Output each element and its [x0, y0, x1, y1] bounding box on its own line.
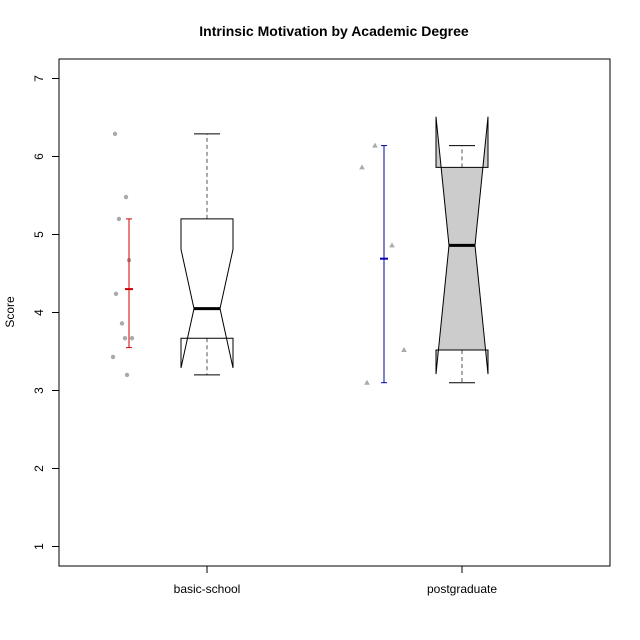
data-point	[113, 291, 119, 296]
data-point	[119, 321, 125, 326]
y-tick-label: 7	[32, 75, 46, 82]
y-tick-label: 3	[32, 387, 46, 394]
y-tick-label: 5	[32, 231, 46, 238]
y-tick-label: 2	[32, 465, 46, 472]
data-point	[122, 336, 128, 341]
data-point	[124, 372, 130, 378]
y-tick-label: 4	[32, 309, 46, 316]
data-point	[359, 164, 365, 170]
data-point	[112, 131, 118, 137]
notched-box	[180, 218, 234, 368]
y-axis-label: Score	[3, 296, 17, 328]
data-point	[116, 216, 122, 222]
data-point	[110, 354, 116, 360]
plot-frame	[58, 58, 611, 567]
x-tick-label: postgraduate	[427, 582, 497, 596]
data-point	[389, 242, 395, 248]
chart-title: Intrinsic Motivation by Academic Degree	[199, 23, 469, 39]
data-point	[129, 336, 135, 341]
y-tick-label: 1	[32, 543, 46, 550]
x-tick-label: basic-school	[174, 582, 241, 596]
data-point	[401, 346, 407, 352]
data-point	[372, 142, 378, 148]
data-point	[364, 379, 370, 385]
data-point	[123, 194, 129, 200]
chart-marks: 1 2 3 4 5 6 7 basic-school postgraduate	[32, 75, 497, 596]
y-tick-label: 6	[32, 153, 46, 160]
